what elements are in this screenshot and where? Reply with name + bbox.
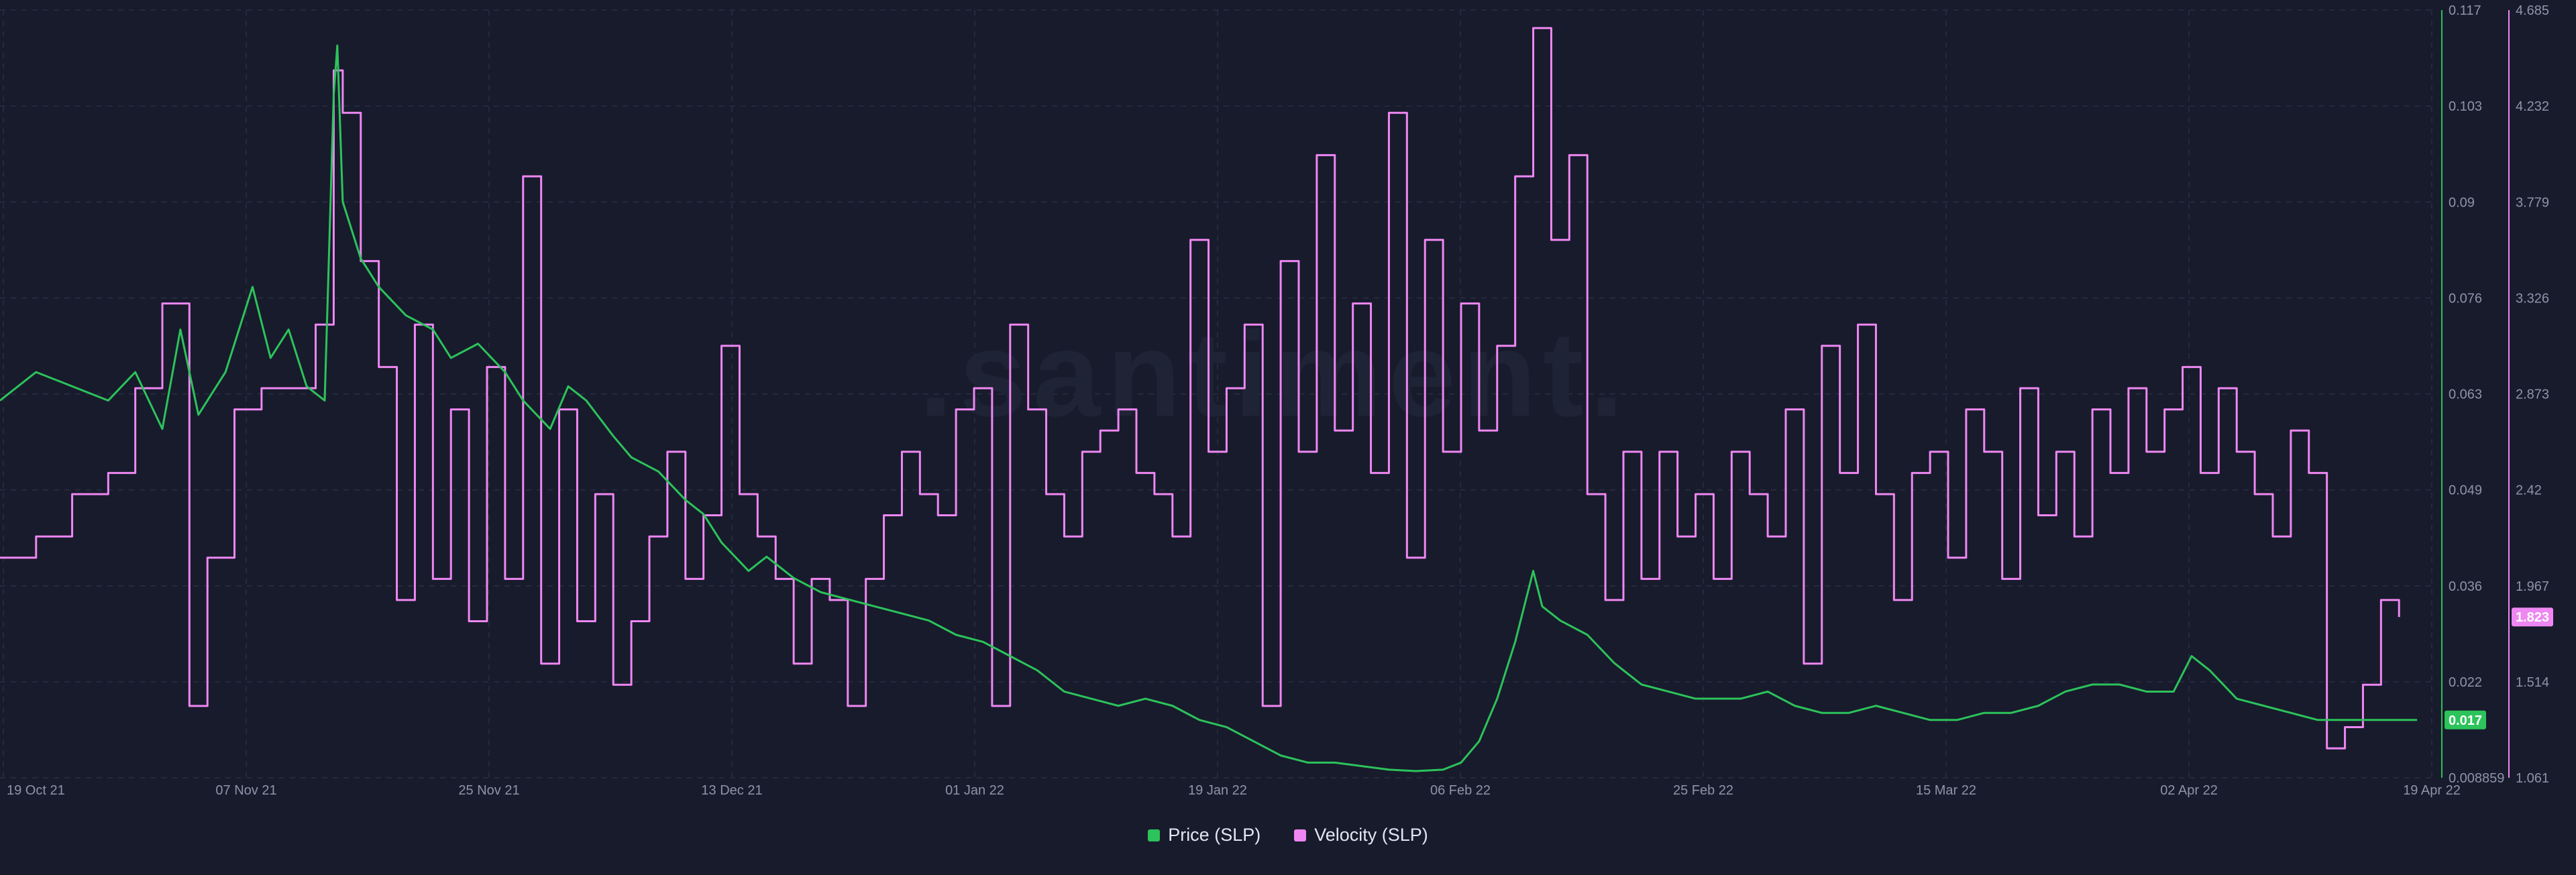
price-tick-label: 0.049	[2449, 483, 2482, 498]
legend-label-velocity: Velocity (SLP)	[1314, 825, 1428, 845]
x-tick-label: 02 Apr 22	[2160, 783, 2218, 798]
price-swatch-icon	[1148, 829, 1161, 841]
legend-item-price[interactable]: Price (SLP)	[1148, 825, 1260, 845]
velocity-tick-label: 2.42	[2516, 483, 2542, 498]
x-tick-label: 19 Apr 22	[2403, 783, 2461, 798]
x-tick-label: 15 Mar 22	[1916, 783, 1976, 798]
velocity-tick-label: 4.685	[2516, 3, 2549, 18]
series-layer	[0, 27, 2418, 772]
price-tick-label: 0.117	[2449, 3, 2481, 18]
x-tick-label: 19 Jan 22	[1188, 783, 1247, 798]
x-tick-label: 01 Jan 22	[945, 783, 1004, 798]
x-tick-label: 07 Nov 21	[215, 783, 276, 798]
price-line[interactable]	[0, 44, 2418, 772]
value-badges: 0.017 1.823	[2445, 607, 2553, 730]
x-tick-label: 06 Feb 22	[1430, 783, 1491, 798]
velocity-tick-label: 1.514	[2516, 675, 2549, 690]
velocity-tick-label: 1.061	[2516, 771, 2549, 786]
tick-labels: 19 Oct 21 07 Nov 21 25 Nov 21 13 Dec 21 01 J…	[7, 3, 2549, 798]
price-tick-label: 0.036	[2449, 579, 2482, 594]
x-tick-label: 25 Nov 21	[458, 783, 519, 798]
price-current-value: 0.017	[2449, 713, 2482, 728]
price-tick-label: 0.103	[2449, 99, 2482, 114]
x-tick-label: 19 Oct 21	[7, 783, 65, 798]
price-tick-label: 0.076	[2449, 291, 2482, 306]
watermark: .santiment.	[919, 307, 1630, 442]
price-tick-label: 0.008859	[2449, 771, 2504, 786]
price-tick-label: 0.09	[2449, 195, 2475, 210]
velocity-line[interactable]	[0, 27, 2400, 750]
x-tick-label: 13 Dec 21	[701, 783, 762, 798]
gridlines	[0, 9, 2435, 778]
x-tick-label: 25 Feb 22	[1673, 783, 1733, 798]
velocity-swatch-icon	[1294, 829, 1307, 841]
velocity-tick-label: 3.326	[2516, 291, 2549, 306]
axes	[2441, 10, 2510, 778]
price-current-badge	[2445, 710, 2486, 730]
price-tick-label: 0.022	[2449, 675, 2482, 690]
legend: Price (SLP) Velocity (SLP)	[0, 825, 2576, 845]
legend-item-velocity[interactable]: Velocity (SLP)	[1294, 825, 1428, 845]
velocity-current-value: 1.823	[2516, 610, 2549, 625]
price-tick-label: 0.063	[2449, 388, 2482, 402]
legend-label-price: Price (SLP)	[1168, 825, 1261, 845]
velocity-current-badge	[2512, 607, 2553, 627]
velocity-tick-label: 3.779	[2516, 195, 2549, 210]
velocity-tick-label: 2.873	[2516, 388, 2549, 402]
velocity-tick-label: 1.967	[2516, 579, 2549, 594]
velocity-tick-label: 4.232	[2516, 99, 2549, 114]
